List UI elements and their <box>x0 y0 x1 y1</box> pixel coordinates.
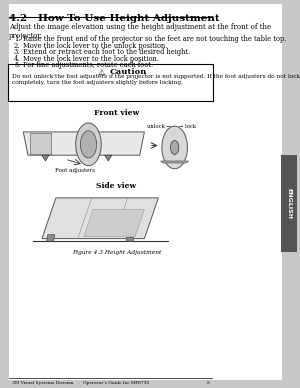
Text: 9: 9 <box>207 381 210 385</box>
Polygon shape <box>126 237 133 241</box>
Text: 1.: 1. <box>14 35 20 43</box>
Text: ENGLISH: ENGLISH <box>286 188 291 219</box>
Text: For fine adjustments, rotate each foot.: For fine adjustments, rotate each foot. <box>23 61 153 69</box>
Text: Figure 4.3 Height Adjustment: Figure 4.3 Height Adjustment <box>72 250 161 255</box>
Polygon shape <box>23 132 144 155</box>
Text: Raise the front end of the projector so the feet are not touching the table top.: Raise the front end of the projector so … <box>23 35 287 43</box>
Text: unlock ←: unlock ← <box>147 124 170 129</box>
Text: Extend or retract each foot to the desired height.: Extend or retract each foot to the desir… <box>23 48 191 56</box>
FancyBboxPatch shape <box>8 64 213 101</box>
Polygon shape <box>30 133 51 154</box>
Text: Foot adjusters: Foot adjusters <box>55 168 94 173</box>
Polygon shape <box>42 198 158 239</box>
Text: 3M Visual Systems Division: 3M Visual Systems Division <box>12 381 73 385</box>
Polygon shape <box>42 155 49 161</box>
Text: Front view: Front view <box>94 109 139 117</box>
Text: → lock: → lock <box>179 124 196 129</box>
Polygon shape <box>84 210 144 237</box>
Circle shape <box>80 131 97 158</box>
Text: Caution: Caution <box>110 68 147 76</box>
Text: 2.: 2. <box>14 42 20 50</box>
Circle shape <box>162 126 188 169</box>
Polygon shape <box>105 155 112 161</box>
Text: 4.: 4. <box>14 55 20 63</box>
Text: Move the lock lever to the lock position.: Move the lock lever to the lock position… <box>23 55 159 63</box>
Text: 5.: 5. <box>14 61 20 69</box>
Text: Side view: Side view <box>96 182 136 191</box>
Polygon shape <box>46 235 55 241</box>
Circle shape <box>170 140 179 154</box>
Text: Operator’s Guide for MP8730: Operator’s Guide for MP8730 <box>83 381 149 385</box>
Text: Move the lock lever to the unlock position.: Move the lock lever to the unlock positi… <box>23 42 168 50</box>
Polygon shape <box>161 161 189 163</box>
Text: ⚠: ⚠ <box>98 68 105 76</box>
Text: 4.2   How To Use Height Adjustment: 4.2 How To Use Height Adjustment <box>9 14 220 23</box>
Circle shape <box>76 123 101 166</box>
Text: Adjust the image elevation using the height adjustment at the front of the proje: Adjust the image elevation using the hei… <box>9 23 272 40</box>
Text: Do not unlock the foot adjusters if the projector is not supported. If the foot : Do not unlock the foot adjusters if the … <box>12 74 300 85</box>
Text: 3.: 3. <box>14 48 20 56</box>
